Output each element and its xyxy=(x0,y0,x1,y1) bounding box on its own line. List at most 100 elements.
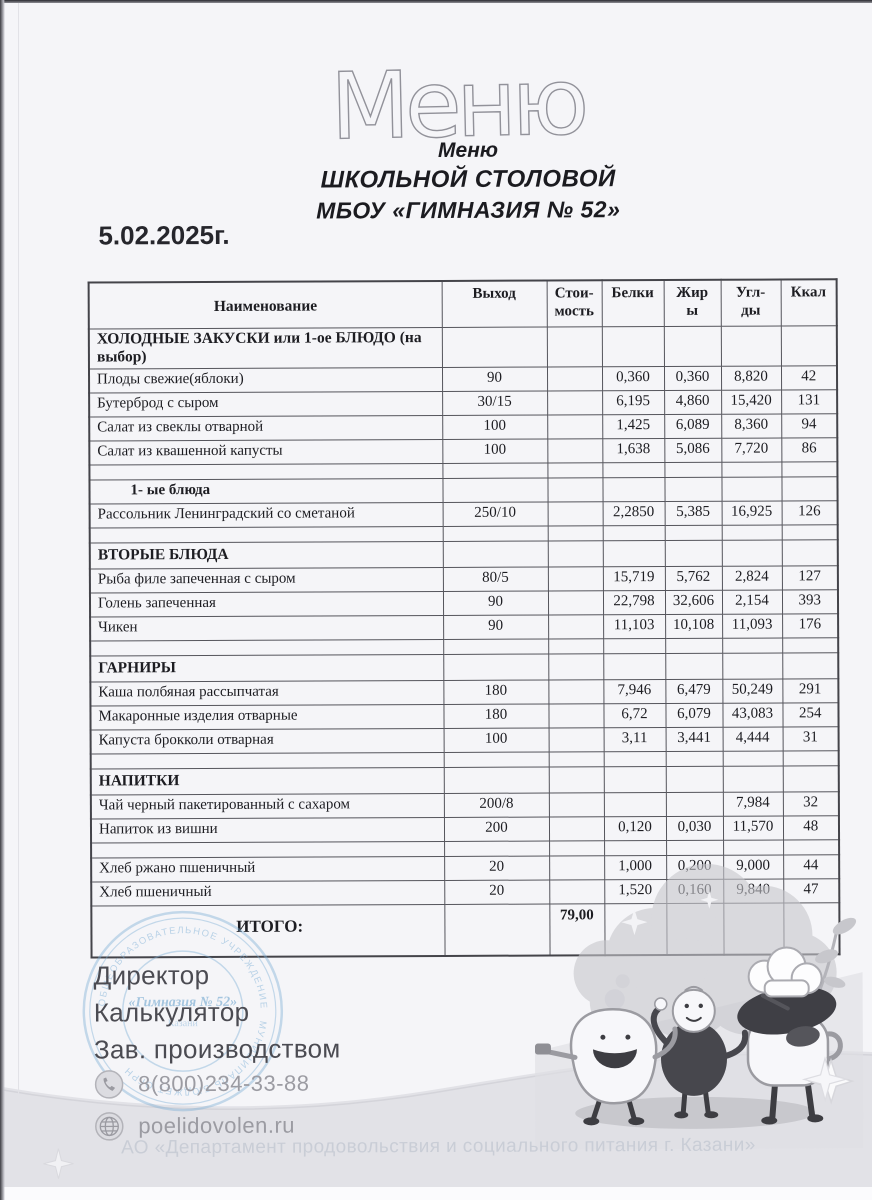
cell-cost xyxy=(548,751,604,767)
cell-kcal: 86 xyxy=(781,437,838,462)
cell-protein: 22,798 xyxy=(602,590,666,615)
col-header-name: Наименование xyxy=(88,280,442,330)
cell-fat: 4,860 xyxy=(664,389,722,415)
cell-cost xyxy=(547,501,603,526)
cell-name xyxy=(89,526,443,543)
cell-name: НАПИТКИ xyxy=(90,767,444,795)
cell-kcal: 131 xyxy=(781,389,838,414)
cell-cost xyxy=(548,816,605,841)
cell-cost xyxy=(547,414,603,439)
cell-cost xyxy=(546,326,602,367)
signature-block: Директор Калькулятор Зав. производством xyxy=(94,956,341,1068)
cell-name xyxy=(89,463,443,480)
col-header-carbs: Угл- ды xyxy=(720,279,781,327)
star-decoration-right xyxy=(801,1056,849,1103)
cell-kcal: 31 xyxy=(782,726,839,751)
cell-carbs: 11,570 xyxy=(722,815,784,840)
cell-cost xyxy=(547,540,603,567)
cell-fat xyxy=(666,839,724,856)
cell-carbs: 7,720 xyxy=(721,437,782,462)
cell-carbs: 43,083 xyxy=(722,702,783,727)
cell-carbs xyxy=(720,325,781,366)
cell-output: 100 xyxy=(443,727,549,753)
cell-kcal xyxy=(783,839,840,855)
menu-item-row: Рыба филе запеченная с сыром 80/5 15,719 5,… xyxy=(89,565,838,593)
cell-carbs xyxy=(721,476,782,501)
cell-fat: 10,108 xyxy=(665,613,723,639)
menu-item-row: Каша полбяная рассыпчатая 180 7,946 6,479 50… xyxy=(90,678,839,706)
cell-name: Салат из свеклы отварной xyxy=(89,415,443,441)
cell-name: Салат из квашенной капусты xyxy=(89,439,443,465)
cell-carbs: 7,984 xyxy=(722,791,783,816)
cell-protein xyxy=(603,792,666,817)
cell-fat xyxy=(665,750,723,767)
cell-carbs: 8,360 xyxy=(721,413,782,438)
cell-name: ВТОРЫЕ БЛЮДА xyxy=(89,541,443,569)
cell-kcal: 126 xyxy=(781,500,838,525)
cell-protein: 2,2850 xyxy=(602,501,665,526)
cell-protein xyxy=(604,840,667,856)
scan-bottom-strip xyxy=(0,1187,872,1200)
cell-kcal xyxy=(781,461,838,477)
cell-fat xyxy=(664,539,722,567)
menu-section-indent-row: 1- ые блюда xyxy=(89,476,838,504)
cell-fat: 6,479 xyxy=(665,678,723,704)
phone-icon xyxy=(94,1070,124,1099)
chef-character xyxy=(650,985,749,1119)
cell-fat: 3,441 xyxy=(665,726,723,752)
website-row: poelidovolen.ru xyxy=(94,1111,295,1142)
cell-name: Бутерброд с сыром xyxy=(89,391,443,417)
cell-name: Хлеб ржано пшеничный xyxy=(91,856,445,882)
cell-protein xyxy=(603,751,666,767)
cell-protein: 1,425 xyxy=(602,414,665,439)
cell-protein xyxy=(603,766,666,793)
cell-name: Каша полбяная рассыпчатая xyxy=(90,680,444,706)
cell-output xyxy=(443,751,549,768)
cell-cost xyxy=(548,679,604,704)
scan-edge-top xyxy=(0,0,872,3)
cell-name: Чикен xyxy=(90,615,444,641)
cell-name: Голень запеченная xyxy=(89,591,444,617)
cell-output: 180 xyxy=(443,703,549,729)
paper-fold-line xyxy=(18,0,19,1200)
cell-kcal: 94 xyxy=(781,413,838,438)
cell-cost xyxy=(548,766,604,793)
handwritten-menu-text: Меню xyxy=(329,48,585,161)
cell-output: 90 xyxy=(442,590,549,616)
cell-cost xyxy=(547,590,604,615)
cell-name: 1- ые блюда xyxy=(89,478,443,504)
cell-fat xyxy=(663,326,721,367)
menu-date: 5.02.2025г. xyxy=(98,219,230,251)
cell-output xyxy=(444,840,550,857)
cell-fat: 32,606 xyxy=(664,589,723,615)
menu-item-row: Салат из квашенной капусты 100 1,638 5,086 7… xyxy=(89,437,838,465)
cell-cost xyxy=(546,366,603,391)
cell-carbs: 11,093 xyxy=(722,613,783,638)
website-url[interactable]: poelidovolen.ru xyxy=(138,1112,296,1139)
cell-carbs xyxy=(721,461,782,477)
cell-name xyxy=(90,752,444,769)
cell-name: ГАРНИРЫ xyxy=(90,654,444,682)
cell-output xyxy=(442,477,548,503)
cell-name xyxy=(90,639,444,656)
school-stamp: ОБЩЕОБРАЗОВАТЕЛЬНОЕ УЧРЕЖДЕНИЕ МУНИЦИПАЛ… xyxy=(82,910,284,1112)
cell-kcal: 48 xyxy=(782,815,840,840)
menu-item-row: Напиток из вишни 200 0,120 0,030 11,570 48 xyxy=(90,815,840,843)
cell-kcal xyxy=(781,524,838,540)
stamp-center-text: «Гимназия № 52» xyxy=(128,995,237,1010)
col-header-cost: Стои- мость xyxy=(546,280,602,328)
cell-fat: 0,360 xyxy=(663,365,722,391)
cell-output: 100 xyxy=(442,414,548,440)
cell-carbs: 50,249 xyxy=(722,678,783,703)
menu-table: Наименование Выход Стои- мость Белки Жир… xyxy=(87,278,841,959)
cell-cost xyxy=(547,477,603,502)
cell-cost xyxy=(548,792,604,817)
cell-fat: 5,385 xyxy=(664,500,722,526)
egg-character xyxy=(534,974,678,1126)
cell-kcal xyxy=(781,539,838,566)
cell-cost xyxy=(549,840,605,856)
cell-cost xyxy=(548,727,604,752)
cell-name: Плоды свежие(яблоки) xyxy=(88,367,443,393)
